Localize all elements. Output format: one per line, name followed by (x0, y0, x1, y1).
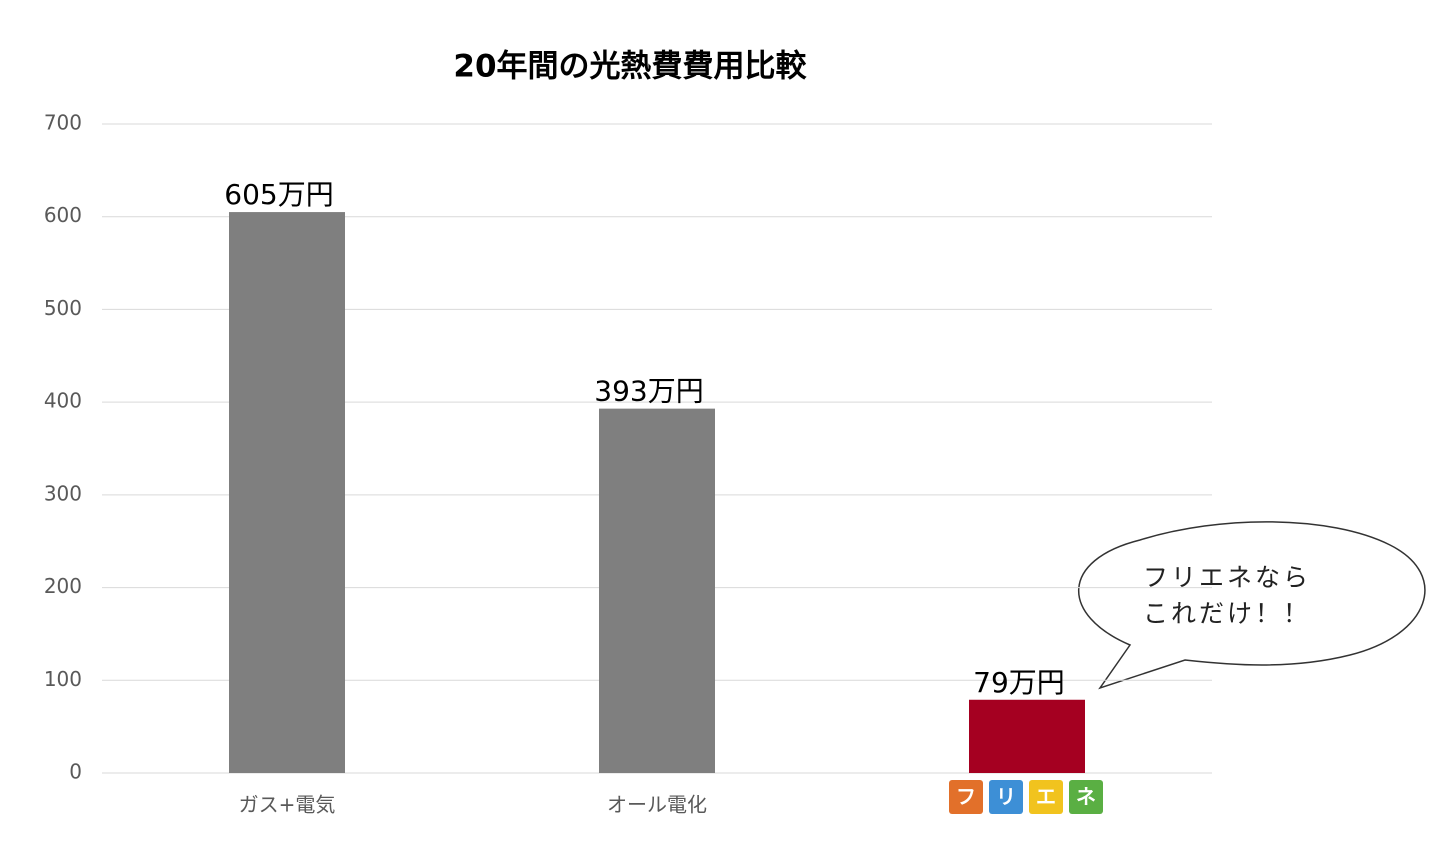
y-tick-label: 100 (44, 667, 82, 691)
y-tick-label: 500 (44, 296, 82, 320)
y-tick-label: 600 (44, 203, 82, 227)
bar (599, 408, 715, 773)
logo-tile (1029, 780, 1063, 814)
y-tick-label: 0 (69, 760, 82, 784)
value-label: 605万円 (224, 178, 333, 211)
y-tick-label: 700 (44, 111, 82, 135)
value-label: 79万円 (973, 666, 1065, 699)
y-tick-label: 200 (44, 574, 82, 598)
logo-letter: ネ (1076, 785, 1096, 809)
value-label: 393万円 (594, 375, 703, 408)
logo-letter: フ (956, 785, 976, 809)
y-tick-label: 400 (44, 389, 82, 413)
logo-tile (989, 780, 1023, 814)
chart-title: 20年間の光熱費費用比較 (453, 49, 807, 85)
bar (969, 699, 1085, 773)
callout-text: フリエネなら (1143, 563, 1311, 592)
x-tick-label: ガス+電気 (239, 793, 336, 817)
callout-bubble (1078, 521, 1426, 690)
logo-letter: リ (996, 785, 1016, 809)
y-tick-label: 300 (44, 481, 82, 505)
logo-tile (949, 780, 983, 814)
logo-letter: エ (1036, 785, 1056, 809)
callout-text: これだけ！！ (1143, 599, 1311, 628)
x-tick-label: オール電化 (607, 793, 707, 817)
bar (229, 212, 345, 774)
logo-tile (1069, 780, 1103, 814)
